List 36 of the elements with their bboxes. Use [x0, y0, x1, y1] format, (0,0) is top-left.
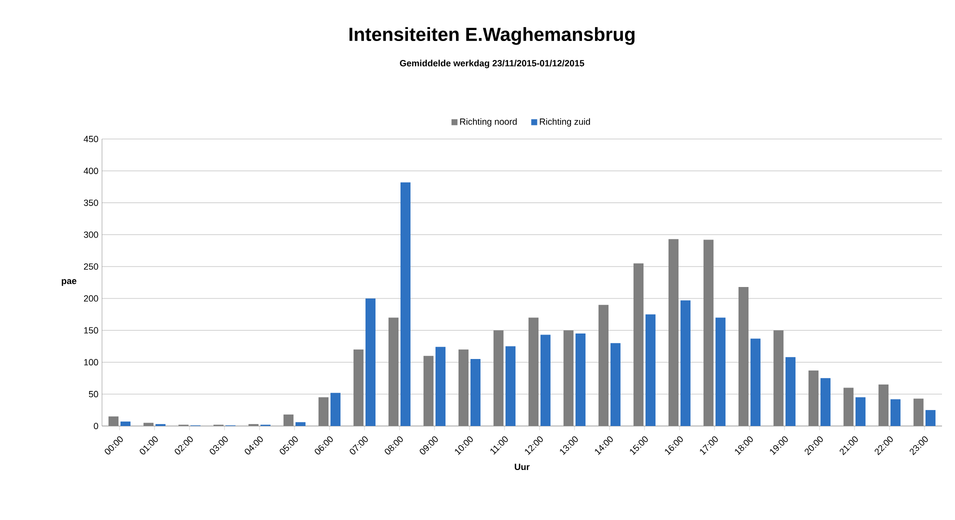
y-tick-label: 400: [84, 168, 98, 174]
bar: [330, 392, 340, 426]
y-tick-label: 200: [84, 295, 98, 302]
y-tick-label: 100: [84, 359, 98, 366]
bar: [926, 410, 936, 426]
bar: [716, 318, 726, 426]
y-tick-label: 300: [84, 231, 98, 238]
chart-title: Intensiteiten E.Waghemansbrug: [350, 27, 634, 45]
y-tick-label: 0: [94, 422, 98, 430]
y-tick-label: 450: [84, 136, 98, 142]
legend-label: Richting noord: [460, 118, 517, 127]
x-axis-title: Uur: [514, 464, 530, 470]
y-axis-title: pae: [62, 279, 76, 286]
bar: [750, 338, 761, 426]
bar: [890, 399, 901, 426]
bar: [646, 314, 656, 426]
bar: [506, 346, 516, 426]
bar: [820, 378, 831, 426]
y-tick-label: 50: [88, 390, 98, 398]
bar: [436, 346, 446, 426]
bar: [120, 422, 130, 426]
legend-label: Richting zuid: [540, 118, 590, 127]
bar: [296, 422, 306, 426]
y-tick-label: 350: [84, 200, 98, 206]
bar: [576, 334, 586, 426]
bar: [366, 298, 376, 426]
bar: [610, 343, 621, 426]
bar: [786, 357, 796, 426]
bar: [540, 334, 551, 426]
bar: [470, 359, 480, 426]
bar: [680, 300, 691, 426]
bar: [856, 397, 866, 426]
bar: [400, 182, 410, 426]
y-tick-label: 250: [84, 263, 98, 270]
y-tick-label: 150: [84, 327, 98, 334]
chart-subtitle: Gemiddelde werkdag 23/11/2015-01/12/2015: [400, 60, 584, 68]
